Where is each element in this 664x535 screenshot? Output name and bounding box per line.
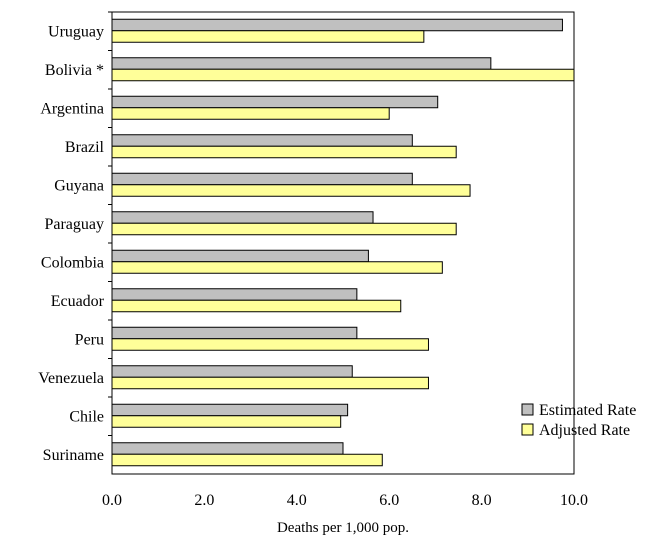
bar-adjusted-6 [111,261,443,274]
category-label: Suriname [43,447,104,464]
bar-estimated-2 [111,95,439,109]
legend-swatch-estimated [521,403,534,416]
x-tick-label: 0.0 [102,492,122,509]
category-label: Brazil [65,139,105,156]
category-label: Bolivia * [45,62,104,79]
bar-estimated-5 [111,211,374,224]
plot-area [111,11,575,475]
x-tick-label: 8.0 [472,492,492,509]
bar-adjusted-4 [111,184,471,197]
bar-adjusted-10 [111,415,342,428]
bar-adjusted-5 [111,222,457,236]
bar-estimated-9 [111,365,353,378]
bar-estimated-10 [111,403,349,417]
category-label: Venezuela [38,370,104,387]
bar-group [111,18,575,467]
category-label: Argentina [40,100,104,117]
bar-adjusted-1 [111,68,575,82]
category-labels: Uruguay Bolivia * Argentina Brazil Guyana Par… [38,11,112,464]
category-label: Guyana [54,177,104,194]
category-label: Paraguay [44,216,104,233]
bar-adjusted-3 [111,145,457,159]
legend-label-adjusted: Adjusted Rate [539,422,630,439]
x-tick-label: 10.0 [560,492,588,509]
bar-adjusted-11 [111,453,383,467]
bar-estimated-3 [111,134,413,147]
bar-adjusted-9 [111,376,429,390]
x-tick-label: 4.0 [287,492,307,509]
category-label: Colombia [41,254,104,271]
bar-estimated-6 [111,249,369,263]
legend: Estimated Rate Adjusted Rate [521,402,636,439]
category-label: Chile [69,408,104,425]
bar-adjusted-0 [111,30,425,43]
x-tick-label: 6.0 [379,492,399,509]
category-label: Ecuador [51,293,105,310]
bar-estimated-1 [111,57,492,70]
bar-estimated-7 [111,288,358,301]
bar-adjusted-8 [111,338,429,351]
bar-estimated-0 [111,18,563,32]
category-label: Peru [75,331,104,348]
legend-label-estimated: Estimated Rate [539,402,636,419]
bar-estimated-8 [111,326,358,340]
bar-estimated-4 [111,172,413,186]
category-label: Uruguay [48,23,104,40]
x-axis-ticks: 0.0 2.0 4.0 6.0 8.0 10.0 [102,492,588,509]
bar-adjusted-7 [111,299,402,313]
x-axis-title: Deaths per 1,000 pop. [277,520,409,535]
bar-adjusted-2 [111,107,390,120]
x-tick-label: 2.0 [194,492,214,509]
legend-swatch-adjusted [521,423,534,436]
bar-estimated-11 [111,442,344,455]
